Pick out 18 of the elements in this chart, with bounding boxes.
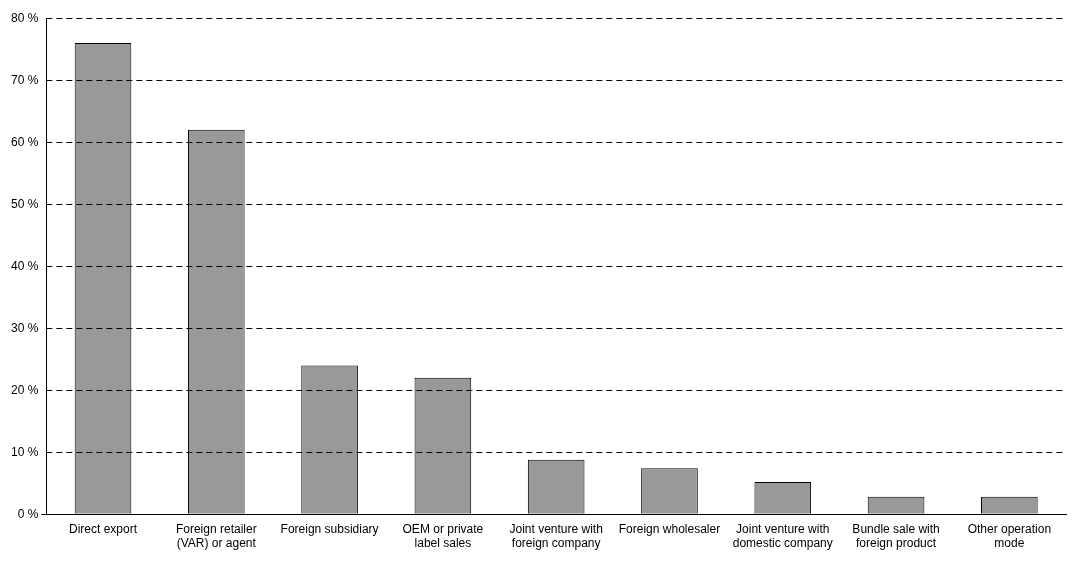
x-tick-label: Foreign retailer (VAR) or agent — [175, 521, 257, 551]
x-tick-label: Foreign subsidiary — [280, 521, 379, 536]
x-tick-label: Other operation mode — [967, 521, 1052, 551]
y-tick-label: 20 % — [10, 382, 39, 397]
y-tick-label: 30 % — [10, 320, 39, 335]
y-tick-label: 70 % — [10, 72, 39, 87]
x-tick-label: Foreign wholesaler — [618, 521, 721, 536]
y-tick-label: 80 % — [10, 10, 39, 25]
y-tick-label: 50 % — [10, 196, 39, 211]
x-tick-label: Bundle sale with foreign product — [852, 521, 940, 551]
x-tick-label: Direct export — [68, 521, 138, 536]
y-tick-label: 40 % — [10, 258, 39, 273]
y-tick-label: 60 % — [10, 134, 39, 149]
x-tick-label: Joint venture with foreign company — [509, 521, 603, 551]
x-tick-label: OEM or private label sales — [402, 521, 484, 551]
y-tick-label: 0 % — [17, 506, 39, 521]
x-tick-label: Joint venture with domestic company — [732, 521, 833, 551]
y-tick-label: 10 % — [10, 444, 39, 459]
